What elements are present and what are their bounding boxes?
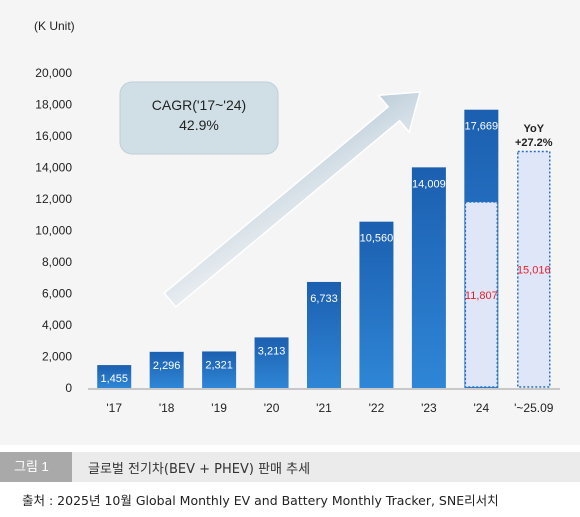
x-tick-label: '20: [264, 401, 280, 415]
figure-number: 그림 1: [0, 452, 72, 482]
bar-value-label: 2,296: [153, 360, 181, 372]
bar-2: [202, 351, 237, 388]
ytd-value-label: 11,807: [465, 290, 498, 302]
bar-value-label: 10,560: [360, 233, 394, 245]
x-tick-label: '23: [421, 401, 437, 415]
bar-3: [254, 337, 289, 388]
bar-value-label: 6,733: [310, 293, 338, 305]
bar-value-label: 17,669: [465, 121, 499, 133]
ytd-bar-8: [517, 150, 551, 388]
y-tick-label: 6,000: [42, 287, 72, 301]
cagr-value: 42.9%: [179, 117, 219, 133]
cagr-title: CAGR('17~'24): [152, 97, 246, 113]
bar-1: [149, 351, 184, 388]
ytd-value-label: 15,016: [517, 265, 551, 277]
y-tick-label: 16,000: [35, 129, 72, 143]
chart-panel: (K Unit) 0 2,000 4,000 6,000 8,000 10,000 12,00…: [34, 19, 560, 415]
x-tick-label: '17: [106, 401, 122, 415]
ytd-bar-7: [464, 201, 499, 388]
x-tick-label: '19: [211, 401, 227, 415]
bar-6: [411, 167, 446, 388]
bar-value-label: 1,455: [100, 373, 128, 385]
x-tick-label: '18: [159, 401, 175, 415]
growth-arrow: [163, 91, 421, 308]
yoy-title: YoY: [523, 123, 544, 135]
figure-caption: 그림 1 글로벌 전기차(BEV + PHEV) 판매 추세: [0, 452, 580, 482]
x-tick-label: '~25.09: [514, 401, 554, 415]
figure-title: 글로벌 전기차(BEV + PHEV) 판매 추세: [88, 461, 311, 477]
cagr-box: [119, 81, 279, 155]
bar-0: [97, 365, 132, 388]
x-tick-label: '24: [474, 401, 490, 415]
unit-label: (K Unit): [34, 19, 75, 33]
y-tick-label: 10,000: [35, 224, 72, 238]
sales-bar-chart: (K Unit) 0 2,000 4,000 6,000 8,000 10,000 12,00…: [34, 19, 560, 415]
source-note: 출처 : 2025년 10월 Global Monthly EV and Bat…: [22, 493, 499, 508]
bar-4: [307, 281, 341, 388]
bar-5: [359, 221, 394, 388]
y-tick-label: 14,000: [35, 161, 72, 175]
y-tick-label: 18,000: [35, 98, 72, 112]
yoy-value: +27.2%: [515, 137, 553, 149]
growth-arrow-shape: [163, 91, 421, 308]
bar-value-label: 14,009: [412, 178, 446, 190]
x-tick-label: '22: [369, 401, 385, 415]
y-tick-label: 12,000: [35, 192, 72, 206]
bar-value-label: 3,213: [258, 345, 286, 357]
y-tick-label: 4,000: [42, 318, 72, 332]
y-tick-label: 20,000: [35, 66, 72, 80]
bar-value-label: 2,321: [205, 359, 233, 371]
y-tick-label: 0: [65, 381, 72, 395]
y-tick-label: 8,000: [42, 255, 72, 269]
y-tick-label: 2,000: [42, 350, 72, 364]
x-tick-label: '21: [316, 401, 332, 415]
